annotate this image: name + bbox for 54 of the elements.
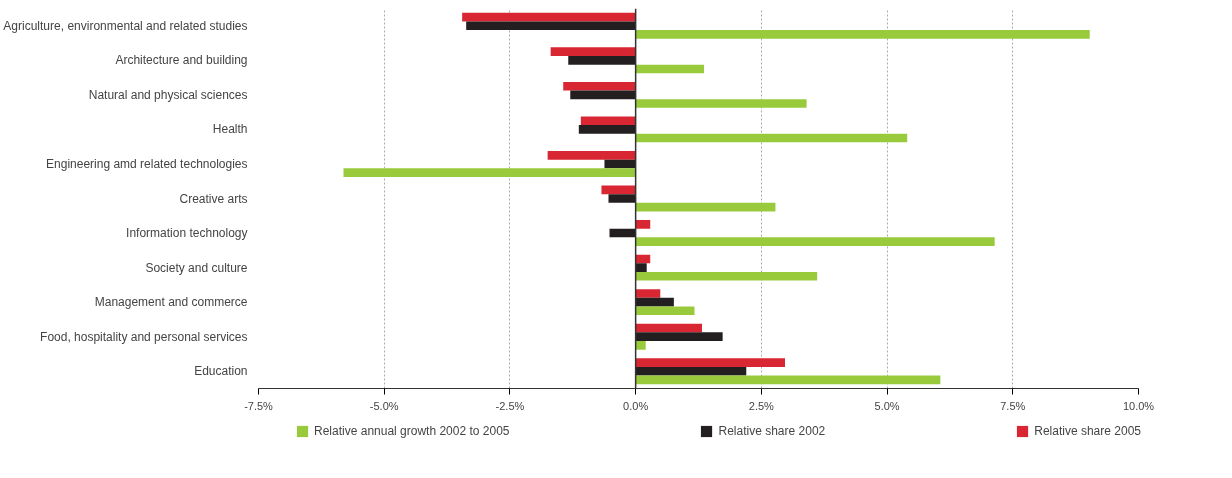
bar xyxy=(601,185,636,195)
bar xyxy=(604,159,636,169)
bar xyxy=(635,99,807,108)
y-tick-label: Management and commerce xyxy=(94,295,248,310)
bar xyxy=(580,116,636,126)
bar xyxy=(635,220,651,229)
y-tick-label: Natural and physical sciences xyxy=(88,87,248,102)
x-tick-label: 2.5% xyxy=(748,399,775,412)
bar xyxy=(635,271,818,281)
bar xyxy=(578,125,636,134)
bar xyxy=(635,332,723,341)
bar xyxy=(635,237,995,246)
y-tick-label: Information technology xyxy=(126,226,248,241)
bar xyxy=(563,81,636,91)
x-tick-label: 7.5% xyxy=(1000,399,1026,412)
bar xyxy=(635,263,647,272)
bar xyxy=(462,12,636,22)
bar xyxy=(550,47,636,56)
bar xyxy=(635,133,908,143)
y-tick-label: Architecture and building xyxy=(115,53,248,68)
x-tick-label: -5.0% xyxy=(369,399,399,412)
bar xyxy=(570,90,636,100)
bar xyxy=(635,375,941,385)
bar xyxy=(635,30,1090,39)
legend-label: Relative share 2002 xyxy=(718,424,826,438)
bar xyxy=(635,358,785,367)
bar xyxy=(635,306,695,316)
x-tick-label: 10.0% xyxy=(1122,399,1155,412)
x-tick-label: -7.5% xyxy=(244,399,274,412)
legend-label: Relative share 2005 xyxy=(1034,424,1141,438)
bar xyxy=(343,168,636,177)
bar xyxy=(609,228,636,238)
x-tick-label: -2.5% xyxy=(495,399,525,412)
bar xyxy=(635,202,776,212)
bar xyxy=(635,297,674,307)
y-tick-label: Agriculture, environmental and related studies xyxy=(3,18,248,33)
bar xyxy=(635,64,705,74)
bar xyxy=(547,151,636,160)
bar xyxy=(635,289,661,298)
bar xyxy=(635,323,703,333)
y-tick-label: Creative arts xyxy=(179,191,248,206)
y-tick-label: Food, hospitality and personal services xyxy=(40,329,248,344)
bar xyxy=(466,21,636,31)
bar xyxy=(568,56,636,65)
x-tick-label: 5.0% xyxy=(874,399,900,412)
bar xyxy=(608,194,636,203)
y-tick-label: Education xyxy=(194,364,248,379)
x-tick-label: 0.0% xyxy=(623,399,649,412)
bar xyxy=(635,341,646,350)
y-tick-label: Engineering amd related technologies xyxy=(46,156,248,171)
y-tick-label: Health xyxy=(212,122,248,137)
y-tick-label: Society and culture xyxy=(145,260,248,275)
legend-label: Relative annual growth 2002 to 2005 xyxy=(314,424,510,438)
bar xyxy=(635,366,747,376)
